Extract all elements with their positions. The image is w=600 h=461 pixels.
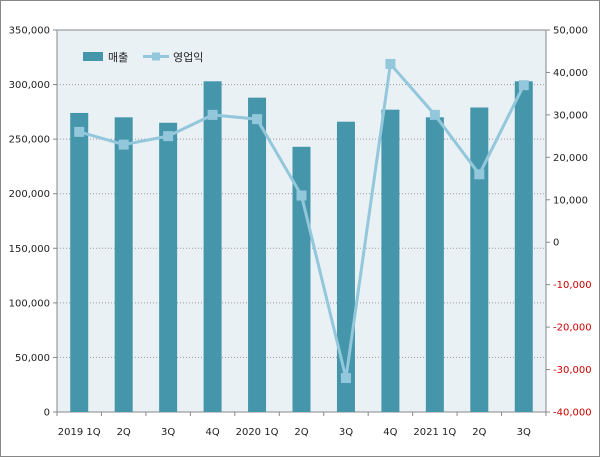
line-point xyxy=(207,109,218,120)
bar xyxy=(470,107,489,413)
left-axis-tick-label: 200,000 xyxy=(9,189,50,200)
left-axis-tick-label: 50,000 xyxy=(15,353,50,364)
line-point xyxy=(340,373,351,384)
x-axis-tick-label: 4Q xyxy=(205,427,219,438)
x-axis: 2019 1Q 2Q 3Q 4Q 2020 1Q 2Q 3Q 4Q 2021 1Q 2Q 3Q xyxy=(56,412,547,438)
bar xyxy=(203,81,222,412)
x-axis-tick-label: 3Q xyxy=(161,427,175,438)
x-axis-tick-label: 3Q xyxy=(339,427,353,438)
grid-layer xyxy=(57,84,546,358)
x-axis-tick-label: 2019 1Q xyxy=(58,427,101,438)
bar xyxy=(425,117,444,413)
x-axis-tick-label: 2Q xyxy=(472,427,486,438)
line-point xyxy=(474,169,485,180)
line-layer xyxy=(74,58,529,384)
x-axis-tick-label: 2Q xyxy=(117,427,131,438)
right-axis-tick-label: 40,000 xyxy=(553,68,588,79)
line-point xyxy=(296,190,307,201)
legend-marker-swatch xyxy=(152,52,160,61)
x-axis-tick-label: 2Q xyxy=(294,427,308,438)
bar xyxy=(381,109,400,412)
bar xyxy=(114,117,133,413)
line-point xyxy=(163,131,174,142)
left-axis-tick-label: 350,000 xyxy=(9,26,50,37)
left-axis-tick-label: 250,000 xyxy=(9,135,50,146)
left-axis-tick-label: 150,000 xyxy=(9,244,50,255)
bar xyxy=(514,81,533,412)
legend: 매출 영업익 xyxy=(83,51,203,64)
right-axis-tick-label: -30,000 xyxy=(553,365,592,376)
right-axis-tick-label: 0 xyxy=(553,238,559,249)
x-axis-tick-label: 2021 1Q xyxy=(413,427,456,438)
line-point xyxy=(429,109,440,120)
line-point xyxy=(74,126,85,137)
x-axis-tick-label: 2020 1Q xyxy=(236,427,279,438)
bars-layer xyxy=(70,81,533,413)
line-point xyxy=(118,139,129,150)
right-axis-tick-label: 10,000 xyxy=(553,195,588,206)
legend-label-operating-profit: 영업익 xyxy=(173,51,203,64)
bar xyxy=(70,112,89,412)
bar xyxy=(159,122,178,413)
line-point xyxy=(385,58,396,69)
line-point xyxy=(518,80,529,91)
line-point xyxy=(252,114,263,125)
left-axis: 0 50,000 100,000 150,000 200,000 250,000 300,0… xyxy=(9,26,57,419)
bar xyxy=(248,97,267,412)
legend-bar-swatch xyxy=(83,52,103,61)
x-axis-tick-label: 3Q xyxy=(517,427,531,438)
right-axis-tick-label: -10,000 xyxy=(553,280,592,291)
right-axis-tick-label: 30,000 xyxy=(553,110,588,121)
left-axis-tick-label: 0 xyxy=(44,408,50,419)
left-axis-tick-label: 300,000 xyxy=(9,80,50,91)
right-axis-tick-label: 50,000 xyxy=(553,26,588,37)
x-axis-tick-label: 4Q xyxy=(383,427,397,438)
legend-label-revenue: 매출 xyxy=(108,51,128,64)
right-axis: -40,000 -30,000 -20,000 -10,000 0 10,000 20,00… xyxy=(546,26,592,419)
right-axis-tick-label: -40,000 xyxy=(553,408,592,419)
left-axis-tick-label: 100,000 xyxy=(9,298,50,309)
right-axis-tick-label: -20,000 xyxy=(553,323,592,334)
right-axis-tick-label: 20,000 xyxy=(553,153,588,164)
